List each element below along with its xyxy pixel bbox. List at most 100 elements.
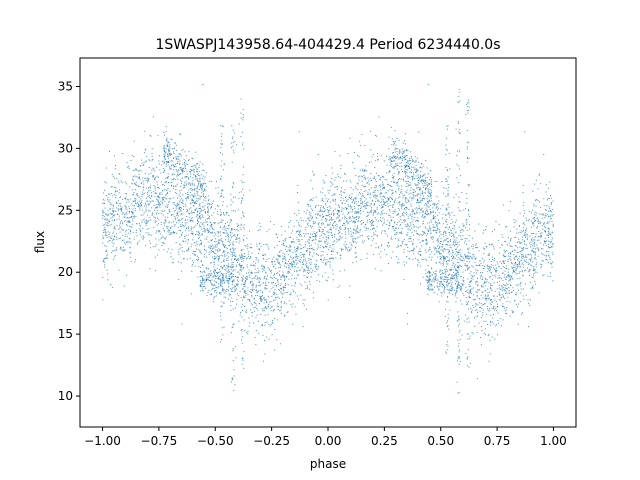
data-point	[343, 180, 345, 182]
data-point	[540, 236, 542, 238]
data-point	[519, 241, 521, 243]
data-point	[166, 143, 168, 145]
data-point	[268, 229, 270, 231]
data-point	[191, 217, 193, 219]
data-point	[173, 211, 175, 213]
data-point	[259, 277, 261, 279]
data-point	[405, 209, 407, 211]
data-point	[300, 256, 302, 258]
data-point	[274, 288, 276, 290]
data-point	[311, 208, 313, 210]
data-point	[523, 264, 525, 266]
data-point	[126, 225, 128, 227]
data-point	[341, 207, 343, 209]
data-point	[381, 204, 383, 206]
data-point	[326, 231, 328, 233]
data-point	[193, 164, 195, 166]
data-point	[248, 272, 250, 274]
data-point	[158, 219, 160, 221]
data-point	[288, 264, 290, 266]
data-point	[417, 253, 419, 255]
data-point	[530, 233, 532, 235]
data-point	[171, 164, 173, 166]
data-point	[102, 214, 104, 216]
data-point	[234, 196, 236, 198]
data-point	[489, 267, 491, 269]
data-point	[166, 138, 168, 140]
data-point	[445, 231, 447, 233]
data-point	[113, 219, 115, 221]
data-point	[514, 222, 516, 224]
data-point	[124, 249, 126, 251]
data-point	[253, 322, 255, 324]
data-point	[508, 273, 510, 275]
data-point	[357, 218, 359, 220]
data-point	[139, 202, 141, 204]
data-point	[185, 176, 187, 178]
data-point	[228, 274, 230, 276]
data-point	[308, 203, 310, 205]
data-point	[371, 156, 373, 158]
data-point	[310, 205, 312, 207]
data-point	[175, 208, 177, 210]
data-point	[308, 242, 310, 244]
data-point	[178, 253, 180, 255]
data-point	[154, 187, 156, 189]
data-point	[114, 236, 116, 238]
data-point	[304, 246, 306, 248]
data-point	[278, 274, 280, 276]
data-point	[541, 264, 543, 266]
data-point	[545, 244, 547, 246]
data-point	[253, 306, 255, 308]
data-point	[242, 226, 244, 228]
data-point	[507, 259, 509, 261]
data-point	[466, 255, 468, 257]
data-point	[284, 263, 286, 265]
data-point	[529, 270, 531, 272]
data-point	[339, 193, 341, 195]
data-point	[232, 247, 234, 249]
data-point	[220, 196, 222, 198]
data-point	[219, 125, 221, 127]
data-point	[519, 246, 521, 248]
data-point	[227, 271, 229, 273]
data-point	[230, 265, 232, 267]
data-point	[201, 283, 203, 285]
data-point	[277, 306, 279, 308]
data-point	[452, 232, 454, 234]
data-point	[266, 243, 268, 245]
data-point	[219, 257, 221, 259]
data-point	[193, 188, 195, 190]
data-point	[463, 281, 465, 283]
data-point	[311, 239, 313, 241]
data-point	[386, 164, 388, 166]
data-point	[217, 264, 219, 266]
data-point	[263, 360, 265, 362]
data-point	[375, 189, 377, 191]
data-point	[431, 251, 433, 253]
data-point	[282, 276, 284, 278]
data-point	[307, 205, 309, 207]
data-point	[524, 232, 526, 234]
data-point	[466, 264, 468, 266]
data-point	[140, 204, 142, 206]
data-point	[104, 257, 106, 259]
data-point	[484, 295, 486, 297]
data-point	[493, 306, 495, 308]
data-point	[514, 271, 516, 273]
data-point	[124, 220, 126, 222]
data-point	[494, 338, 496, 340]
data-point	[493, 282, 495, 284]
data-point	[208, 253, 210, 255]
data-point	[367, 204, 369, 206]
data-point	[238, 192, 240, 194]
data-point	[417, 260, 419, 262]
data-point	[218, 276, 220, 278]
data-point	[293, 263, 295, 265]
data-point	[498, 287, 500, 289]
data-point	[187, 197, 189, 199]
data-point	[381, 244, 383, 246]
data-point	[521, 239, 523, 241]
data-point	[245, 277, 247, 279]
data-point	[445, 239, 447, 241]
